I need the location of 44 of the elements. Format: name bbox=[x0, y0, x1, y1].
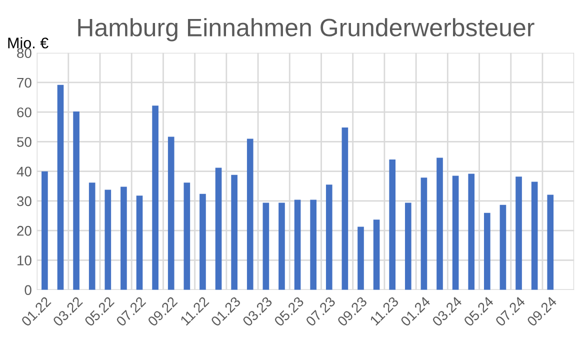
bar bbox=[547, 194, 554, 290]
bar bbox=[215, 168, 222, 290]
bar bbox=[342, 128, 348, 290]
y-tick-label: 60 bbox=[17, 107, 32, 118]
y-tick-label: 0 bbox=[24, 285, 32, 296]
bar bbox=[200, 194, 206, 290]
bar bbox=[42, 171, 48, 290]
chart-title: Hamburg Einnahmen Grunderwerbsteuer bbox=[78, 18, 534, 42]
bar bbox=[246, 138, 254, 290]
bar bbox=[152, 106, 158, 290]
bar bbox=[310, 200, 316, 290]
bar bbox=[389, 160, 396, 290]
bar bbox=[120, 186, 127, 290]
bar bbox=[136, 196, 143, 290]
bar bbox=[88, 182, 96, 290]
bar bbox=[516, 176, 522, 290]
bar bbox=[184, 182, 190, 290]
bar bbox=[500, 204, 506, 290]
bar bbox=[278, 202, 285, 290]
y-tick-label: 20 bbox=[17, 226, 32, 236]
bar bbox=[468, 174, 475, 290]
bar bbox=[358, 226, 364, 290]
bar bbox=[294, 200, 301, 290]
y-tick-label: 50 bbox=[17, 137, 32, 147]
y-tick-label: 80 bbox=[17, 48, 32, 58]
y-tick-label: 10 bbox=[18, 256, 32, 266]
y-tick-label: 70 bbox=[17, 78, 32, 88]
bar bbox=[326, 184, 332, 290]
bar bbox=[484, 212, 490, 290]
bar bbox=[57, 84, 64, 290]
y-axis-title: Mio. € bbox=[8, 37, 48, 48]
bar bbox=[452, 176, 459, 290]
y-tick-label: 40 bbox=[16, 166, 32, 177]
bar bbox=[373, 220, 380, 290]
bar bbox=[168, 136, 174, 290]
bar bbox=[436, 158, 443, 290]
bar bbox=[73, 112, 80, 290]
bar bbox=[420, 178, 428, 290]
bar bbox=[231, 174, 238, 290]
bar bbox=[104, 190, 112, 290]
y-tick-label: 30 bbox=[17, 196, 32, 206]
bar bbox=[531, 182, 538, 290]
bar bbox=[262, 202, 270, 290]
bar bbox=[404, 202, 412, 290]
